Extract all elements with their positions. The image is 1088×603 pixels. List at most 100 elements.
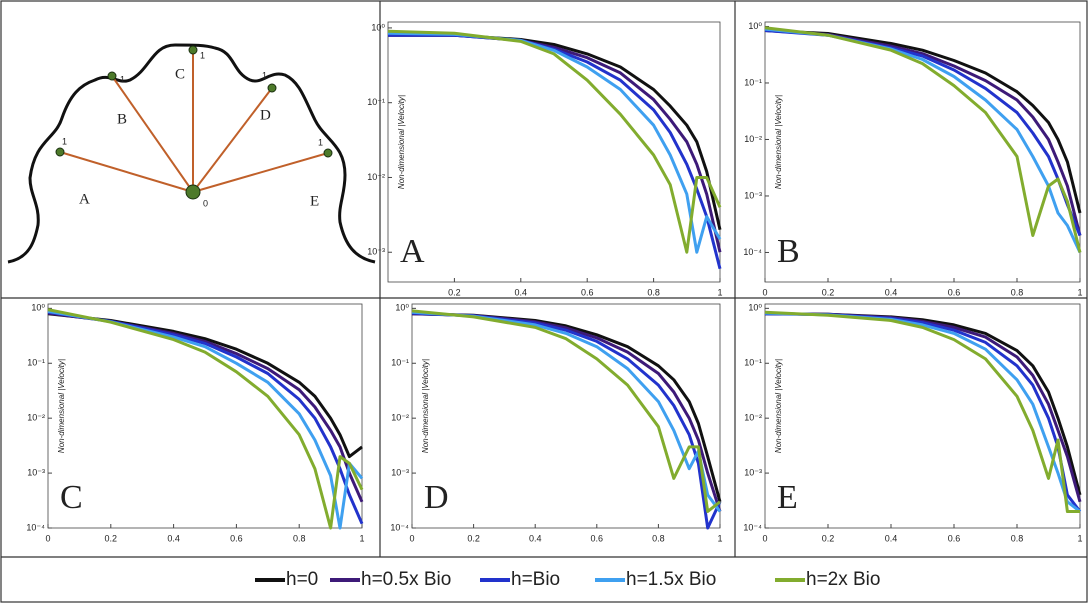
x-tick-label: 0.4 [885,533,898,543]
series-line [411,312,722,512]
y-tick-label: 10⁻¹ [391,358,409,368]
x-tick-label: 0 [762,287,767,297]
x-tick-label: 0.2 [448,287,461,297]
series-line [411,309,721,513]
series-line [764,26,1082,253]
series-line [387,29,722,254]
series-line [47,312,363,459]
x-tick-label: 1 [359,533,364,543]
y-tick-label: 10⁻² [391,413,409,423]
y-tick-label: 10⁻³ [367,247,385,257]
legend-label: h=0 [286,569,318,590]
series-line [47,310,364,525]
x-tick-label: 0.2 [822,287,835,297]
y-axis-label: Non-dimensional |Velocity| [774,95,783,189]
y-tick-label: 10⁰ [395,303,409,313]
series-line [387,31,722,254]
y-axis-label: Non-dimensional |Velocity| [57,359,66,453]
x-tick-label: 0.2 [822,533,835,543]
panel-label: A [400,233,425,270]
y-axis-label: Non-dimensional |Velocity| [421,359,430,453]
y-tick-label: 10⁻³ [391,467,409,477]
y-tick-label: 10⁻² [744,413,762,423]
panel-label: D [424,479,449,516]
y-tick-label: 10⁰ [748,21,762,31]
x-tick-label: 0.8 [293,533,306,543]
end-label: 1 [262,70,267,80]
y-axis-label: Non-dimensional |Velocity| [774,359,783,453]
series-line [764,310,1080,513]
y-tick-label: 10⁻⁴ [743,247,762,257]
panel-label: B [777,233,800,270]
diagram-label: D [260,107,271,123]
end-label: 1 [318,137,323,147]
x-tick-label: 1 [717,287,722,297]
panel-label: E [777,479,798,516]
x-tick-label: 0.4 [167,533,180,543]
end-label: 1 [200,50,205,60]
y-tick-label: 10⁻⁴ [26,522,45,532]
y-tick-label: 10⁻¹ [744,358,762,368]
origin-label: 0 [203,198,208,208]
y-tick-label: 10⁻¹ [744,77,762,87]
legend-label: h=2x Bio [806,569,880,590]
diagram: A B C D E 0 1 1 1 1 1 [7,43,376,264]
y-tick-label: 10⁰ [371,22,385,32]
x-tick-label: 0 [409,533,414,543]
x-tick-label: 0.4 [885,287,898,297]
x-tick-label: 0.8 [1011,287,1024,297]
end-label: 1 [120,74,125,84]
y-tick-label: 10⁻¹ [27,358,45,368]
x-tick-label: 0.4 [515,287,528,297]
series-line [47,309,364,530]
x-tick-label: 0 [45,533,50,543]
y-tick-label: 10⁻² [27,413,45,423]
series-line [764,312,1082,513]
x-tick-label: 0.4 [529,533,542,543]
legend-label: h=Bio [511,569,560,590]
y-tick-label: 10⁻⁴ [390,522,409,532]
diagram-label: A [79,191,90,207]
x-tick-label: 0.6 [948,533,961,543]
y-tick-label: 10⁰ [748,303,762,313]
plot-frame [764,303,1081,529]
panel-label: C [60,479,83,516]
x-tick-label: 0.2 [467,533,480,543]
outline [7,43,376,264]
x-tick-label: 1 [1077,533,1082,543]
y-tick-label: 10⁻² [744,134,762,144]
x-tick-label: 0 [762,533,767,543]
x-tick-label: 0.6 [948,287,961,297]
y-axis-label: Non-dimensional |Velocity| [397,95,406,189]
series-line [764,29,1082,214]
legend-label: h=0.5x Bio [361,569,451,590]
y-tick-label: 10⁻³ [744,467,762,477]
x-tick-label: 0.8 [652,533,665,543]
x-tick-label: 1 [1077,287,1082,297]
plot-frame [764,21,1081,283]
y-tick-label: 10⁰ [31,303,45,313]
x-tick-label: 1 [717,533,722,543]
series-line [764,29,1082,236]
diagram-label: B [117,111,127,127]
series-line [411,311,722,530]
series-line [388,33,722,253]
end-label: 1 [62,136,67,146]
x-tick-label: 0.6 [581,287,594,297]
y-tick-label: 10⁻³ [27,467,45,477]
y-tick-label: 10⁻⁴ [743,522,762,532]
series-line [47,308,364,530]
plot-frame [47,303,363,529]
x-tick-label: 0.8 [647,287,660,297]
x-tick-label: 0.8 [1011,533,1024,543]
x-tick-label: 0.2 [105,533,118,543]
series-line [411,310,722,513]
diagram-label: C [175,66,185,82]
y-tick-label: 10⁻² [367,172,385,182]
series-line [764,311,1081,513]
x-tick-label: 0.6 [230,533,243,543]
x-tick-label: 0.6 [591,533,604,543]
plot-frame [411,303,721,529]
